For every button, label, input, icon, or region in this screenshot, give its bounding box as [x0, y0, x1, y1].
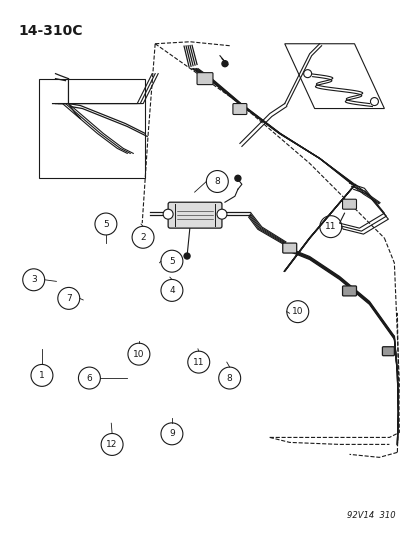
Text: 8: 8 [226, 374, 232, 383]
FancyBboxPatch shape [342, 286, 356, 296]
Text: 5: 5 [169, 257, 174, 265]
Circle shape [370, 98, 377, 106]
Text: 92V14  310: 92V14 310 [346, 511, 394, 520]
Circle shape [221, 61, 228, 67]
Text: 12: 12 [106, 440, 118, 449]
Text: 2: 2 [140, 233, 145, 242]
FancyBboxPatch shape [282, 243, 296, 253]
FancyBboxPatch shape [342, 199, 356, 209]
Circle shape [184, 253, 190, 259]
Text: 10: 10 [133, 350, 144, 359]
Text: 1: 1 [39, 371, 45, 380]
Circle shape [234, 175, 240, 181]
Text: 11: 11 [192, 358, 204, 367]
Text: 4: 4 [169, 286, 174, 295]
Circle shape [163, 209, 173, 219]
Text: 7: 7 [66, 294, 71, 303]
FancyBboxPatch shape [168, 202, 221, 228]
Text: 8: 8 [214, 177, 220, 186]
FancyBboxPatch shape [382, 347, 394, 356]
Text: 11: 11 [324, 222, 336, 231]
Circle shape [303, 70, 311, 78]
Text: 5: 5 [103, 220, 109, 229]
Circle shape [216, 209, 226, 219]
FancyBboxPatch shape [233, 103, 246, 115]
Text: 10: 10 [291, 307, 303, 316]
FancyBboxPatch shape [197, 72, 212, 85]
Text: 9: 9 [169, 430, 174, 438]
Text: 14-310C: 14-310C [19, 24, 83, 38]
Text: 6: 6 [86, 374, 92, 383]
Text: 3: 3 [31, 275, 36, 284]
